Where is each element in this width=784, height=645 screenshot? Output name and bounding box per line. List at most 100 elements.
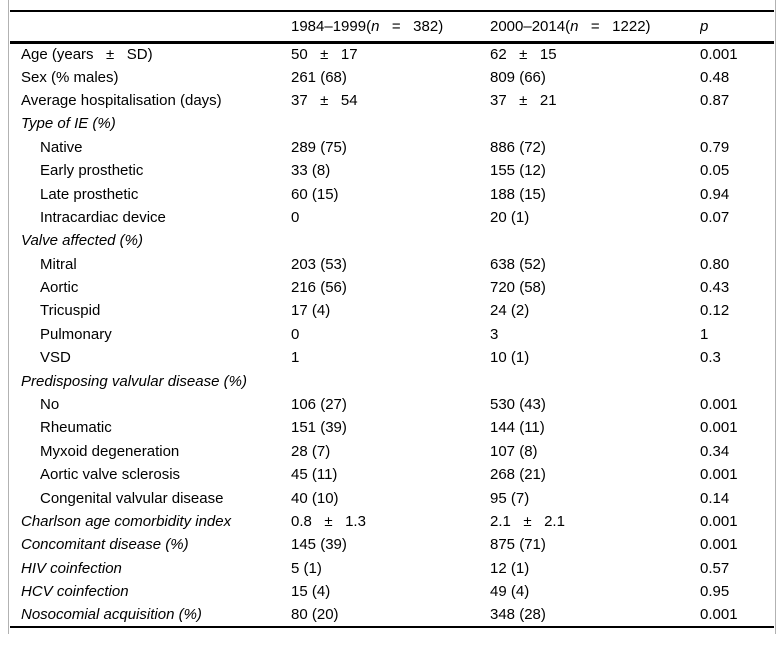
value-1984-1999: 0.8 ± 1.3 <box>291 513 366 530</box>
row-label: Aortic valve sclerosis <box>40 466 181 484</box>
table-row: Sex (% males) 261 (68) 809 (66) 0.48 <box>10 65 774 88</box>
p-value: 0.07 <box>700 208 730 226</box>
table-row: Native 289 (75) 886 (72) 0.79 <box>10 136 774 159</box>
header-col-2000-2014: 2000–2014(n = 1222) <box>490 11 700 42</box>
row-label: Late prosthetic <box>40 185 139 203</box>
value-2000-2014: 20 (1) <box>490 208 530 226</box>
value-1984-1999: 0 <box>291 325 300 343</box>
table-row: HCV coinfection 15 (4) 49 (4) 0.95 <box>10 580 774 603</box>
header-row: 1984–1999(n = 382) 2000–2014(n = 1222) p <box>10 11 774 42</box>
p-value <box>700 112 774 135</box>
p-value: 0.48 <box>700 68 730 86</box>
row-label: Myxoid degeneration <box>40 442 180 460</box>
value-1984-1999: 45 (11) <box>291 466 338 484</box>
row-label: Predisposing valvular disease (%) <box>21 372 247 390</box>
table-header: 1984–1999(n = 382) 2000–2014(n = 1222) p <box>10 11 774 42</box>
table-row: VSD 1 10 (1) 0.3 <box>10 346 774 369</box>
value-2000-2014 <box>490 369 700 392</box>
p-value <box>700 229 774 252</box>
table-row: Aortic 216 (56) 720 (58) 0.43 <box>10 276 774 299</box>
header-col-p: p <box>700 17 709 35</box>
table-row: Aortic valve sclerosis 45 (11) 268 (21) 0.0… <box>10 463 774 486</box>
row-label: Nosocomial acquisition (%) <box>21 606 202 624</box>
row-label: Type of IE (%) <box>21 115 116 133</box>
table-body: Age (years ± SD) 50 ± 17 62 ± 15 0.001 Sex (… <box>10 42 774 627</box>
p-value: 0.001 <box>700 396 738 414</box>
row-label: Sex (% males) <box>21 68 119 86</box>
value-1984-1999: 37 ± 54 <box>291 91 358 109</box>
era-comparison-table: 1984–1999(n = 382) 2000–2014(n = 1222) p… <box>10 10 774 628</box>
value-2000-2014: 3 <box>490 325 499 343</box>
value-2000-2014: 809 (66) <box>490 68 546 86</box>
header-era1-count: = 382) <box>379 17 444 35</box>
header-col-1984-1999: 1984–1999(n = 382) <box>291 11 490 42</box>
p-value: 0.80 <box>700 255 730 273</box>
p-value: 0.34 <box>700 442 730 460</box>
header-era1-n: n <box>371 17 380 35</box>
value-2000-2014: 268 (21) <box>490 466 546 484</box>
table-row: Concomitant disease (%) 145 (39) 875 (71) 0… <box>10 533 774 556</box>
row-label: HIV coinfection <box>21 559 122 577</box>
value-1984-1999: 261 (68) <box>291 68 347 86</box>
value-2000-2014: 107 (8) <box>490 442 538 460</box>
table-row: No 106 (27) 530 (43) 0.001 <box>10 393 774 416</box>
row-label: Tricuspid <box>40 302 101 320</box>
value-1984-1999: 145 (39) <box>291 536 347 554</box>
header-era1-prefix: 1984–1999( <box>291 17 372 35</box>
header-era2-count: = 1222) <box>578 17 651 35</box>
value-2000-2014: 886 (72) <box>490 138 546 156</box>
p-value: 0.001 <box>700 466 738 484</box>
p-value: 0.57 <box>700 559 730 577</box>
value-1984-1999: 28 (7) <box>291 442 331 460</box>
table-row: Nosocomial acquisition (%) 80 (20) 348 (28… <box>10 603 774 626</box>
value-1984-1999: 216 (56) <box>291 279 347 297</box>
value-1984-1999 <box>291 112 490 135</box>
value-2000-2014: 62 ± 15 <box>490 45 557 63</box>
table-row: Age (years ± SD) 50 ± 17 62 ± 15 0.001 <box>10 42 774 65</box>
section-row: Type of IE (%) <box>10 112 774 135</box>
row-label: Charlson age comorbidity index <box>21 513 232 530</box>
value-2000-2014: 638 (52) <box>490 255 546 273</box>
row-label: Early prosthetic <box>40 162 144 180</box>
row-label: Mitral <box>40 255 77 273</box>
section-row: Predisposing valvular disease (%) <box>10 369 774 392</box>
value-1984-1999: 151 (39) <box>291 419 347 437</box>
value-2000-2014: 10 (1) <box>490 349 530 367</box>
row-label: Age (years ± SD) <box>21 45 153 63</box>
section-row: Valve affected (%) <box>10 229 774 252</box>
row-label: Rheumatic <box>40 419 112 437</box>
row-label: VSD <box>40 349 71 367</box>
p-value: 0.001 <box>700 606 738 624</box>
value-2000-2014 <box>490 229 700 252</box>
p-value: 0.3 <box>700 349 721 367</box>
p-value: 0.001 <box>700 419 738 437</box>
table-row: Congenital valvular disease 40 (10) 95 (7)… <box>10 486 774 509</box>
p-value: 0.87 <box>700 91 730 109</box>
header-era2-n: n <box>570 17 579 35</box>
row-label: Native <box>40 138 83 156</box>
row-label: Intracardiac device <box>40 208 166 226</box>
p-value: 0.001 <box>700 536 738 554</box>
table-row: HIV coinfection 5 (1) 12 (1) 0.57 <box>10 557 774 580</box>
value-1984-1999: 1 <box>291 349 300 367</box>
value-1984-1999: 15 (4) <box>291 583 331 601</box>
value-1984-1999 <box>291 229 490 252</box>
value-1984-1999: 50 ± 17 <box>291 45 358 63</box>
value-2000-2014: 155 (12) <box>490 162 546 180</box>
p-value: 0.79 <box>700 138 730 156</box>
table-row: Late prosthetic 60 (15) 188 (15) 0.94 <box>10 182 774 205</box>
p-value: 0.43 <box>700 279 730 297</box>
row-label: Pulmonary <box>40 325 112 343</box>
value-2000-2014: 188 (15) <box>490 185 546 203</box>
table-row: Mitral 203 (53) 638 (52) 0.80 <box>10 253 774 276</box>
p-value: 0.95 <box>700 583 730 601</box>
value-1984-1999: 40 (10) <box>291 489 339 507</box>
p-value: 0.001 <box>700 45 738 63</box>
row-label: Valve affected (%) <box>21 232 143 250</box>
value-1984-1999 <box>291 369 490 392</box>
value-2000-2014: 875 (71) <box>490 536 546 554</box>
value-2000-2014: 95 (7) <box>490 489 530 507</box>
table-row: Pulmonary 0 3 1 <box>10 323 774 346</box>
p-value: 0.001 <box>700 513 738 530</box>
p-value: 0.94 <box>700 185 730 203</box>
